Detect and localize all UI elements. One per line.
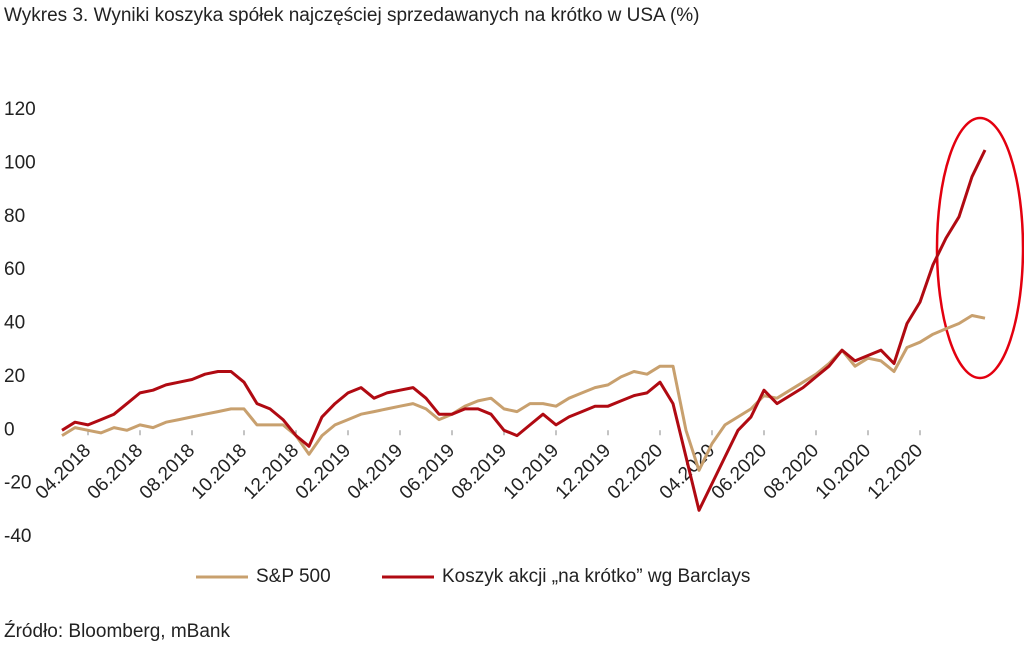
chart-title: Wykres 3. Wyniki koszyka spółek najczęśc… — [4, 5, 700, 26]
y-tick-label: 100 — [4, 152, 36, 173]
x-tick-label: 10.2019 — [500, 440, 563, 503]
y-tick-label: 80 — [4, 206, 25, 227]
x-tick-label: 10.2020 — [812, 440, 875, 503]
legend-label: Koszyk akcji „na krótko” wg Barclays — [442, 566, 750, 587]
y-tick-label: -40 — [4, 526, 31, 547]
x-tick-label: 10.2018 — [188, 440, 251, 503]
x-tick-label: 02.2020 — [604, 440, 667, 503]
y-tick-label: -20 — [4, 473, 31, 494]
legend-label: S&P 500 — [256, 566, 331, 587]
highlight-ellipse — [935, 116, 1024, 380]
x-tick-label: 12.2019 — [552, 440, 615, 503]
y-tick-label: 120 — [4, 99, 36, 120]
x-tick-label: 02.2019 — [292, 440, 355, 503]
series-line — [61, 149, 987, 512]
y-tick-label: 40 — [4, 313, 25, 334]
x-tick-label: 12.2018 — [240, 440, 303, 503]
y-tick-label: 20 — [4, 366, 25, 387]
source: Źródło: Bloomberg, mBank — [4, 621, 230, 642]
x-tick-label: 08.2018 — [136, 440, 199, 503]
x-tick-label: 08.2019 — [448, 440, 511, 503]
y-tick-label: 0 — [4, 419, 15, 440]
x-tick-label: 12.2020 — [864, 440, 927, 503]
y-tick-label: 60 — [4, 259, 25, 280]
x-tick-label: 04.2018 — [32, 440, 95, 503]
x-tick-label: 06.2018 — [84, 440, 147, 503]
x-tick-label: 04.2019 — [344, 440, 407, 503]
x-tick-label: 08.2020 — [760, 440, 823, 503]
x-tick-label: 06.2019 — [396, 440, 459, 503]
series-line — [61, 314, 986, 472]
